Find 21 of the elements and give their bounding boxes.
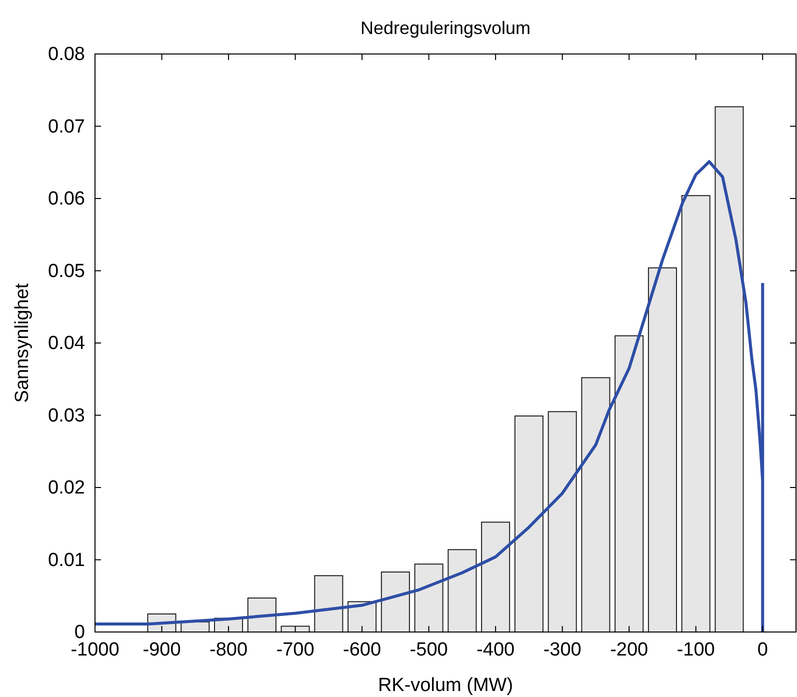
y-tick-label: 0.05 — [48, 260, 85, 282]
y-tick-label: 0.04 — [48, 333, 86, 354]
y-tick-label: 0.03 — [48, 405, 85, 426]
x-tick-label: -400 — [476, 639, 515, 660]
x-tick-label: -200 — [610, 639, 648, 660]
x-tick-label: 0 — [757, 639, 768, 660]
x-tick-label: -800 — [210, 639, 248, 660]
x-tick-label: -600 — [343, 639, 382, 660]
y-axis-title: Sannsynlighet — [12, 282, 33, 403]
x-axis-title: RK-volum (MW) — [378, 675, 514, 696]
y-tick-label: 0.01 — [48, 550, 85, 571]
chart-title: Nedreguleringsvolum — [360, 18, 531, 38]
x-tick-label: -300 — [543, 639, 582, 660]
x-tick-label: -500 — [410, 639, 448, 660]
y-tick-label: 0.02 — [48, 478, 85, 499]
x-tick-label: -700 — [276, 639, 314, 660]
y-tick-label: 0.07 — [48, 116, 85, 138]
y-tick-label: 0.06 — [48, 188, 85, 210]
x-tick-label: -100 — [676, 639, 715, 660]
x-tick-label: -900 — [142, 639, 181, 660]
y-tick-label: 0.08 — [48, 44, 85, 66]
